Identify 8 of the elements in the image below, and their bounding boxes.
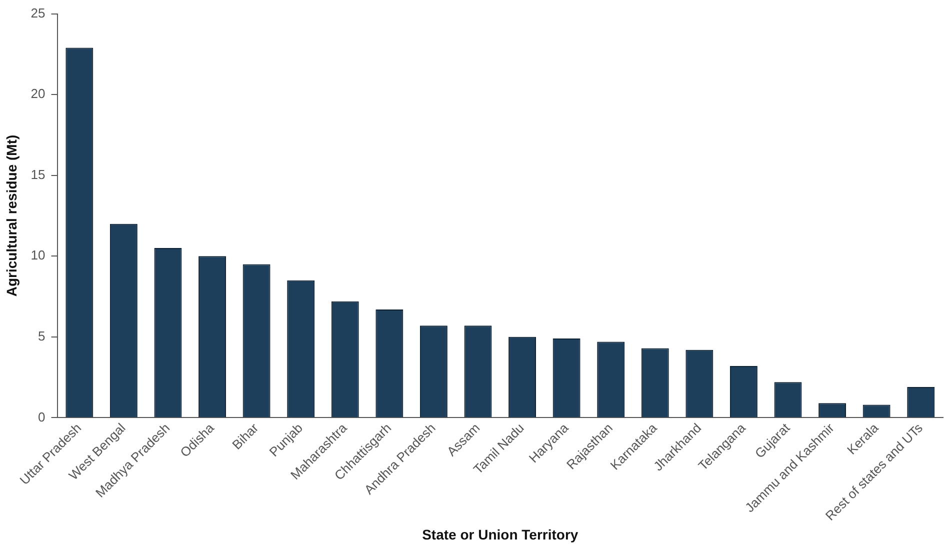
- y-axis-title: Agricultural residue (Mt): [3, 134, 20, 297]
- y-tick-label: 10: [30, 248, 46, 263]
- y-tick-label: 0: [38, 409, 46, 424]
- y-tick-label: 25: [30, 5, 46, 20]
- y-tick-label: 5: [38, 328, 46, 344]
- x-axis-title: State or Union Territory: [422, 526, 578, 542]
- y-tick-label: 20: [30, 86, 46, 102]
- y-tick-label: 15: [30, 166, 46, 182]
